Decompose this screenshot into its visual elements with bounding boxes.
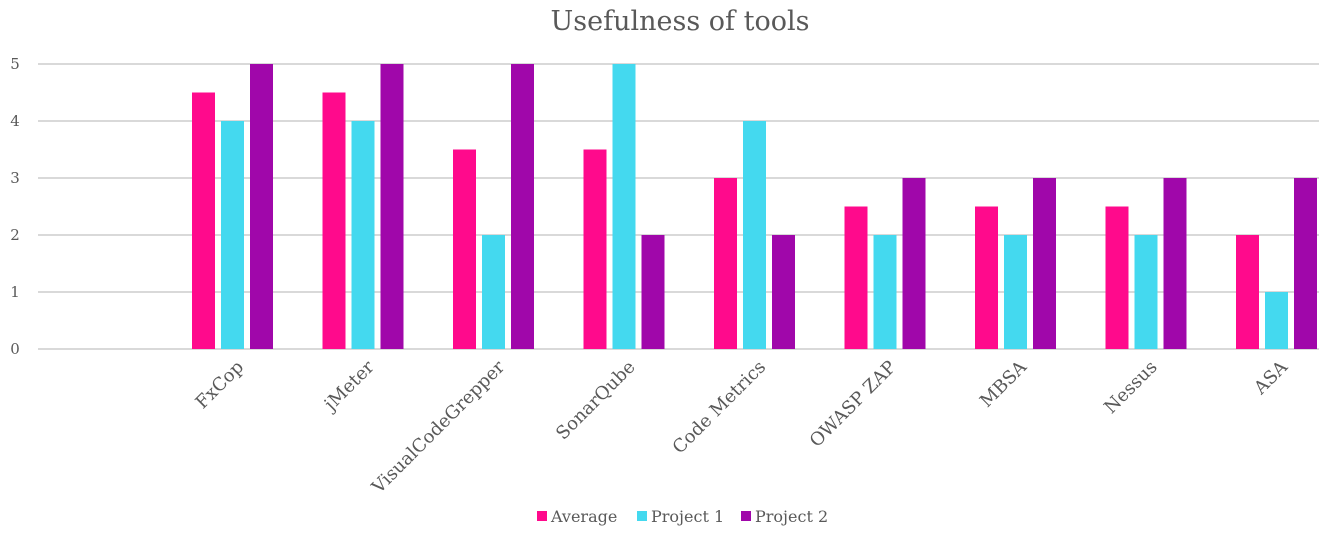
- bar-average: [1105, 206, 1129, 349]
- legend-label: Project 1: [651, 507, 724, 526]
- legend-label: Project 2: [755, 507, 828, 526]
- x-tick-label: FxCop: [192, 357, 248, 413]
- bar-average: [192, 92, 215, 349]
- bars: [192, 64, 1317, 349]
- bar-project-1: [1265, 292, 1288, 349]
- bar-project-1: [1134, 235, 1158, 349]
- bar-average: [975, 206, 998, 349]
- bar-project-1: [612, 64, 636, 349]
- y-tick-label: 4: [10, 112, 20, 130]
- bar-average: [714, 178, 737, 349]
- bar-average: [322, 92, 346, 349]
- x-tick-label: ASA: [1249, 356, 1292, 399]
- y-tick-label: 1: [10, 283, 20, 301]
- bar-project-1: [351, 121, 375, 349]
- x-tick-label: VisualCodeGrepper: [367, 356, 509, 498]
- bar-project-1: [743, 121, 766, 349]
- bar-project-1: [873, 235, 897, 349]
- chart-title: Usefulness of tools: [551, 6, 810, 37]
- y-tick-label: 0: [10, 340, 20, 358]
- bar-average: [453, 149, 476, 349]
- bar-project-2: [641, 235, 665, 349]
- bar-project-2: [772, 235, 795, 349]
- y-tick-label: 5: [10, 55, 20, 73]
- legend-swatch: [537, 511, 547, 521]
- legend-swatch: [741, 511, 751, 521]
- bar-project-1: [482, 235, 505, 349]
- y-tick-label: 3: [10, 169, 20, 187]
- bar-project-1: [221, 121, 244, 349]
- bar-project-2: [250, 64, 273, 349]
- bar-project-2: [1163, 178, 1187, 349]
- bar-project-2: [511, 64, 534, 349]
- bar-project-2: [1294, 178, 1317, 349]
- bar-project-2: [380, 64, 404, 349]
- bar-project-1: [1004, 235, 1027, 349]
- legend-label: Average: [550, 507, 617, 526]
- bar-average: [583, 149, 607, 349]
- x-tick-label: MBSA: [976, 356, 1032, 412]
- x-tick-label: Nessus: [1100, 357, 1161, 418]
- legend: Average Project 1 Project 2: [537, 507, 828, 526]
- x-tick-label: OWASP ZAP: [806, 357, 901, 452]
- x-tick-label: jMeter: [319, 356, 379, 416]
- bar-average: [844, 206, 868, 349]
- bar-average: [1236, 235, 1259, 349]
- bar-project-2: [902, 178, 926, 349]
- bar-project-2: [1033, 178, 1056, 349]
- y-axis-ticks: 0 1 2 3 4 5: [10, 55, 20, 358]
- x-tick-label: Code Metrics: [669, 357, 770, 458]
- x-tick-label: SonarQube: [552, 357, 639, 444]
- y-tick-label: 2: [10, 226, 20, 244]
- legend-swatch: [637, 511, 647, 521]
